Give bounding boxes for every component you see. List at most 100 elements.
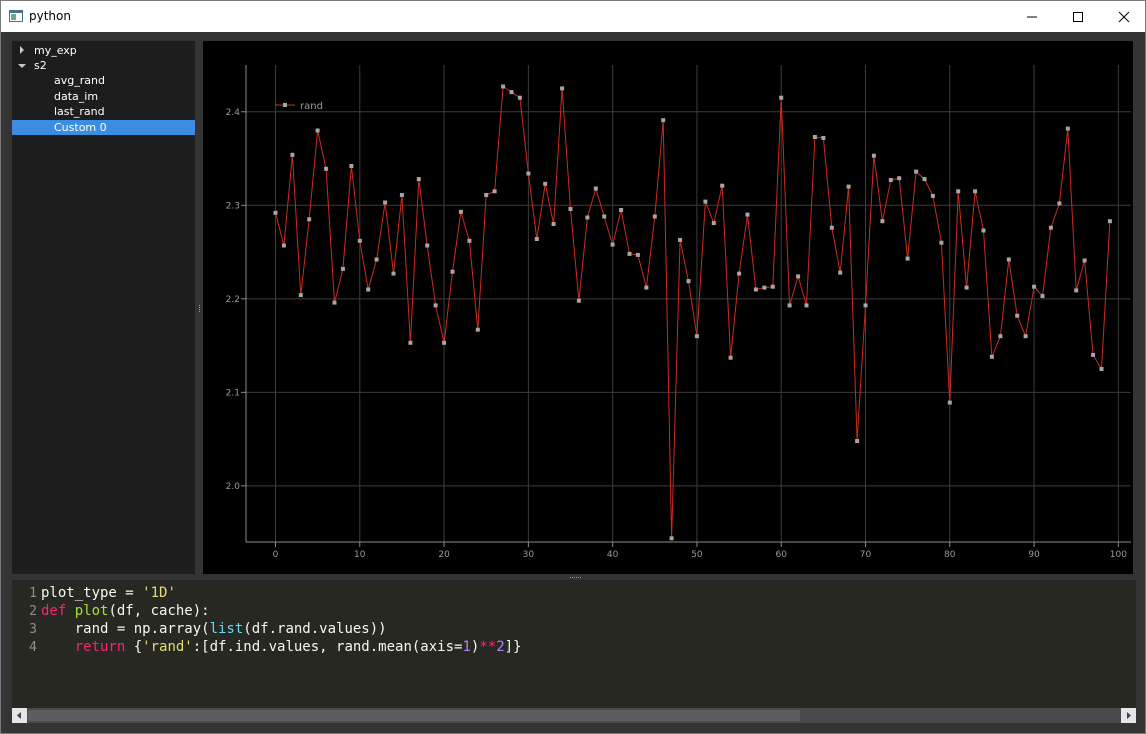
tree-item-label: my_exp (34, 44, 77, 57)
x-tick-label: 40 (607, 550, 619, 560)
tree-item-custom-0[interactable]: Custom 0 (12, 120, 195, 135)
data-point (1074, 288, 1079, 293)
line-chart[interactable]: 0 10 20 30 40 50 60 70 80 90 100 2.0 2.1 2.2 2.3 2.4 ra… (203, 41, 1133, 574)
grid-lines (246, 65, 1131, 542)
code-token: plot_type = (41, 585, 143, 601)
data-point (728, 355, 733, 360)
code-editor[interactable]: 1 plot_type = '1D' 2 def plot(df, cache): 3 … (12, 580, 1136, 708)
expand-arrow-icon[interactable] (19, 46, 25, 54)
code-line[interactable]: 1 plot_type = '1D' (12, 585, 1136, 603)
data-point (551, 222, 556, 226)
tree-item-s2[interactable]: s2 (12, 58, 195, 73)
data-point (458, 209, 463, 214)
plot-panel[interactable]: 0 10 20 30 40 50 60 70 80 90 100 2.0 2.1 2.2 2.3 2.4 ra… (203, 41, 1133, 574)
x-tick-label: 100 (1110, 550, 1127, 560)
data-point (1099, 367, 1104, 371)
tree-item-label: s2 (34, 59, 47, 72)
data-point (517, 95, 522, 100)
title-bar[interactable]: python (1, 1, 1145, 32)
data-point (416, 177, 421, 182)
scrollbar-thumb[interactable] (28, 710, 800, 721)
data-point (812, 135, 817, 139)
splitter-grip-icon (199, 305, 200, 313)
data-point (922, 177, 927, 182)
data-point (644, 285, 649, 290)
code-line[interactable]: 4 return {'rand':[df.ind.values, rand.me… (12, 639, 1136, 657)
legend: rand (275, 101, 323, 112)
code-token: def (41, 603, 67, 619)
data-point (450, 269, 455, 274)
tree-item-last-rand[interactable]: last_rand (12, 104, 195, 119)
minimize-button[interactable] (1009, 1, 1055, 32)
close-button[interactable] (1101, 1, 1146, 32)
scroll-left-button[interactable] (12, 708, 27, 723)
maximize-icon (1073, 12, 1083, 22)
data-point (1091, 352, 1096, 357)
scroll-right-button[interactable] (1121, 708, 1136, 723)
data-point (737, 271, 742, 276)
data-point (779, 95, 784, 100)
y-tick-label: 2.4 (226, 108, 241, 118)
data-point (340, 266, 345, 271)
code-token: { (125, 639, 143, 655)
code-token: 'rand' (142, 639, 193, 655)
data-point (888, 178, 893, 182)
data-point (576, 298, 581, 303)
code-text: plot_type = '1D' (41, 585, 176, 601)
horizontal-scrollbar[interactable] (12, 708, 1136, 723)
tree-item-avg-rand[interactable]: avg_rand (12, 73, 195, 88)
code-line[interactable]: 3 rand = np.array(list(df.rand.values)) (12, 621, 1136, 639)
data-point (568, 207, 573, 211)
data-point (821, 136, 826, 140)
data-point (863, 303, 868, 308)
data-point (1107, 219, 1112, 224)
data-point (374, 257, 379, 262)
data-point (366, 287, 371, 292)
code-token: 2 (496, 639, 505, 655)
data-point (694, 334, 699, 339)
data-point (509, 90, 514, 95)
tree-item-data-im[interactable]: data_im (12, 89, 195, 104)
y-tick-label: 2.0 (226, 482, 241, 492)
collapse-arrow-icon[interactable] (18, 63, 26, 69)
x-tick-label: 70 (860, 550, 872, 560)
data-point (838, 270, 843, 275)
x-tick-label: 60 (775, 550, 787, 560)
data-point (981, 228, 986, 233)
main-area: my_exp s2 avg_rand data_im last_rand Cus… (1, 32, 1145, 733)
data-point (307, 217, 312, 222)
data-point (290, 152, 295, 157)
data-point (534, 237, 539, 241)
data-point (610, 242, 615, 247)
data-point (998, 334, 1003, 339)
data-point (324, 166, 329, 171)
data-point (627, 251, 632, 256)
horizontal-splitter-handle[interactable] (12, 574, 1134, 580)
data-point (829, 225, 834, 230)
vertical-splitter-handle[interactable] (197, 41, 202, 574)
code-token: 1 (462, 639, 471, 655)
data-point (745, 212, 750, 217)
maximize-button[interactable] (1055, 1, 1101, 32)
splitter-grip-icon (570, 577, 582, 578)
data-point (635, 252, 640, 257)
code-line[interactable]: 2 def plot(df, cache): (12, 603, 1136, 621)
code-token: ) (470, 639, 480, 655)
x-tick-label: 50 (691, 550, 703, 560)
data-point (720, 183, 725, 188)
tree-item-my-exp[interactable]: my_exp (12, 43, 195, 58)
tree-item-label: data_im (54, 90, 99, 103)
experiment-tree[interactable]: my_exp s2 avg_rand data_im last_rand Cus… (12, 41, 195, 574)
data-point (383, 200, 388, 205)
data-point (332, 300, 337, 305)
data-point (855, 439, 860, 443)
data-point (433, 303, 438, 308)
x-tick-label: 90 (1028, 550, 1040, 560)
data-point (315, 128, 320, 133)
arrow-left-icon (17, 712, 21, 719)
data-point (602, 214, 607, 219)
data-point (939, 240, 944, 245)
data-point (593, 186, 598, 191)
data-point (585, 215, 590, 220)
